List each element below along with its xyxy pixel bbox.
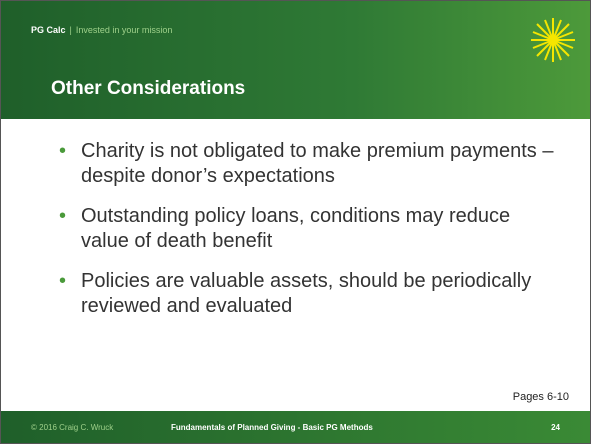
bullet: Charity is not obligated to make premium… — [55, 139, 555, 189]
bullet-list: Charity is not obligated to make premium… — [55, 139, 555, 334]
copyright: © 2016 Craig C. Wruck — [31, 423, 114, 432]
brand-line: PG Calc | Invested in your mission — [31, 25, 172, 35]
bullet: Outstanding policy loans, conditions may… — [55, 204, 555, 254]
separator: | — [69, 25, 72, 35]
course-title: Fundamentals of Planned Giving - Basic P… — [171, 423, 373, 432]
tagline: Invested in your mission — [75, 25, 173, 35]
title: Other Considerations — [51, 78, 246, 99]
bullet: Policies are valuable assets, should be … — [55, 269, 555, 319]
header: PG Calc | Invested in your mission Other C… — [1, 1, 590, 119]
brand: PG Calc — [31, 25, 66, 35]
page-number: 24 — [551, 423, 560, 432]
footer: © 2016 Craig C. Wruck Fundamentals of Pl… — [1, 411, 590, 443]
sun-logo — [531, 18, 575, 62]
page-note: Pages 6-10 — [512, 391, 569, 403]
